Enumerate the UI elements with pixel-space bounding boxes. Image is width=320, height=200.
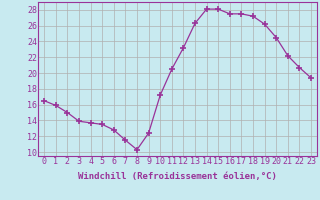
X-axis label: Windchill (Refroidissement éolien,°C): Windchill (Refroidissement éolien,°C)	[78, 172, 277, 181]
